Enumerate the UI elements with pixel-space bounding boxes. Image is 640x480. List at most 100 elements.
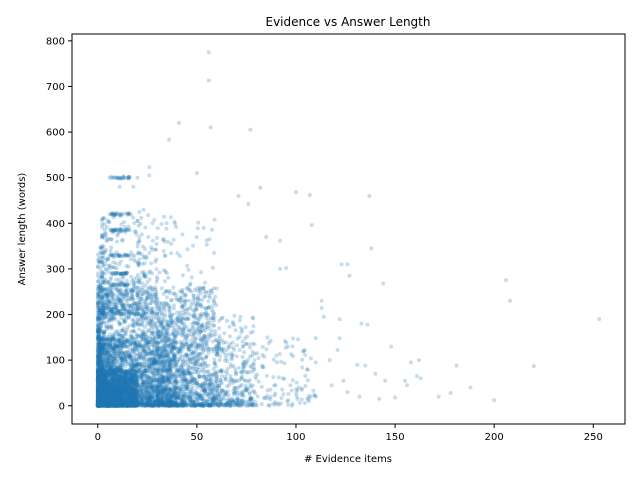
data-point	[181, 394, 186, 399]
data-point	[130, 382, 135, 387]
data-point	[123, 304, 128, 308]
data-point	[190, 344, 195, 349]
data-point	[209, 399, 214, 404]
data-point	[122, 354, 127, 359]
data-point	[98, 395, 103, 399]
data-point	[97, 351, 102, 356]
data-point	[144, 353, 149, 358]
data-point	[128, 384, 133, 389]
data-point	[179, 401, 184, 406]
data-point	[193, 381, 198, 386]
data-point	[197, 374, 202, 379]
data-point	[96, 359, 101, 364]
data-point	[174, 368, 179, 373]
data-point	[142, 392, 147, 397]
data-point	[120, 304, 125, 309]
data-point	[122, 379, 127, 384]
data-point	[118, 382, 123, 387]
data-point	[207, 403, 211, 408]
data-point	[197, 403, 202, 408]
data-point	[151, 352, 156, 357]
data-point	[100, 295, 104, 300]
data-point	[135, 394, 139, 399]
data-point	[206, 326, 211, 331]
data-point	[98, 377, 103, 382]
data-point	[204, 341, 209, 346]
data-point	[96, 391, 101, 396]
data-point	[123, 391, 128, 396]
data-point	[214, 286, 219, 291]
data-point	[135, 343, 140, 348]
data-point	[153, 339, 158, 344]
data-point	[178, 403, 183, 408]
data-point	[199, 336, 204, 341]
data-point	[178, 364, 183, 369]
data-point	[203, 360, 208, 365]
data-point	[96, 317, 101, 321]
data-point	[184, 382, 189, 387]
data-point	[118, 353, 123, 358]
data-point	[126, 353, 131, 358]
data-point	[100, 343, 105, 348]
data-point	[150, 378, 155, 383]
data-point	[101, 368, 106, 373]
data-point	[139, 376, 144, 381]
data-point	[213, 396, 218, 401]
data-point	[123, 329, 128, 334]
data-point	[119, 365, 123, 370]
data-point	[198, 304, 203, 308]
data-point	[133, 403, 138, 408]
data-point	[193, 362, 198, 367]
data-point	[142, 357, 147, 362]
data-point	[206, 299, 211, 304]
data-point	[99, 320, 104, 325]
data-point	[194, 336, 199, 341]
data-point	[163, 329, 168, 334]
data-point	[132, 395, 137, 400]
data-point	[191, 341, 196, 346]
data-point	[135, 388, 140, 393]
data-point	[102, 335, 106, 339]
data-point	[97, 393, 102, 398]
data-point	[211, 349, 216, 354]
data-point	[191, 361, 196, 366]
data-point	[96, 381, 101, 386]
data-point	[172, 384, 176, 389]
data-point	[187, 380, 192, 385]
data-point	[213, 402, 218, 407]
data-point	[210, 389, 215, 394]
data-point	[97, 316, 102, 321]
data-point	[100, 372, 105, 377]
data-point	[95, 394, 100, 399]
data-point	[110, 400, 115, 405]
data-point	[108, 399, 113, 404]
data-point	[203, 381, 208, 386]
data-point	[122, 403, 127, 408]
data-point	[208, 390, 213, 395]
data-point	[193, 336, 198, 341]
data-point	[201, 285, 206, 290]
data-point	[104, 389, 109, 394]
data-point	[169, 401, 174, 406]
data-point	[160, 401, 165, 406]
data-point	[125, 345, 130, 349]
data-point	[100, 301, 105, 306]
data-point	[105, 361, 110, 366]
data-point	[110, 395, 115, 400]
data-point	[150, 292, 155, 297]
data-point	[97, 337, 102, 341]
data-point	[204, 399, 209, 404]
data-point	[107, 300, 112, 305]
data-point	[184, 307, 189, 312]
data-point	[169, 298, 174, 302]
data-point	[193, 320, 198, 325]
data-point	[189, 338, 194, 343]
data-point	[168, 387, 173, 392]
data-point	[160, 377, 165, 382]
data-point	[113, 364, 117, 369]
data-point	[130, 318, 135, 323]
data-point	[119, 387, 124, 392]
data-point	[139, 332, 144, 337]
data-point	[146, 383, 151, 388]
data-point	[195, 397, 200, 402]
